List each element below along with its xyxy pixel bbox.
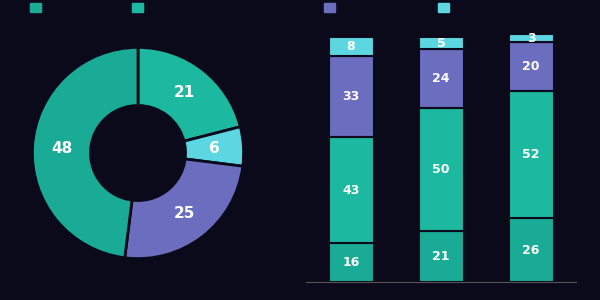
Wedge shape — [184, 127, 244, 166]
Text: 25: 25 — [174, 206, 195, 220]
Bar — [509, 218, 554, 282]
Text: 50: 50 — [432, 163, 450, 176]
Bar — [329, 37, 373, 56]
Text: 43: 43 — [343, 184, 359, 196]
Text: 8: 8 — [347, 40, 355, 53]
Text: 6: 6 — [209, 141, 219, 156]
Bar — [329, 137, 373, 243]
Text: 33: 33 — [343, 90, 359, 104]
Bar — [419, 49, 464, 108]
Bar — [509, 42, 554, 91]
Bar — [509, 91, 554, 218]
Bar — [419, 108, 464, 230]
Text: 5: 5 — [437, 37, 445, 50]
Bar — [419, 230, 464, 282]
Text: 16: 16 — [343, 256, 359, 269]
Bar — [509, 34, 554, 42]
Wedge shape — [32, 47, 138, 258]
Text: 24: 24 — [432, 72, 450, 85]
Bar — [329, 56, 373, 137]
Text: 21: 21 — [174, 85, 195, 100]
Text: 21: 21 — [432, 250, 450, 263]
Bar — [419, 37, 464, 49]
Text: 52: 52 — [522, 148, 540, 161]
Text: 3: 3 — [527, 32, 535, 45]
Wedge shape — [138, 47, 240, 141]
Bar — [329, 243, 373, 282]
Text: 26: 26 — [523, 244, 539, 256]
Text: 20: 20 — [522, 60, 540, 73]
Text: 48: 48 — [52, 141, 73, 156]
Wedge shape — [125, 159, 243, 259]
